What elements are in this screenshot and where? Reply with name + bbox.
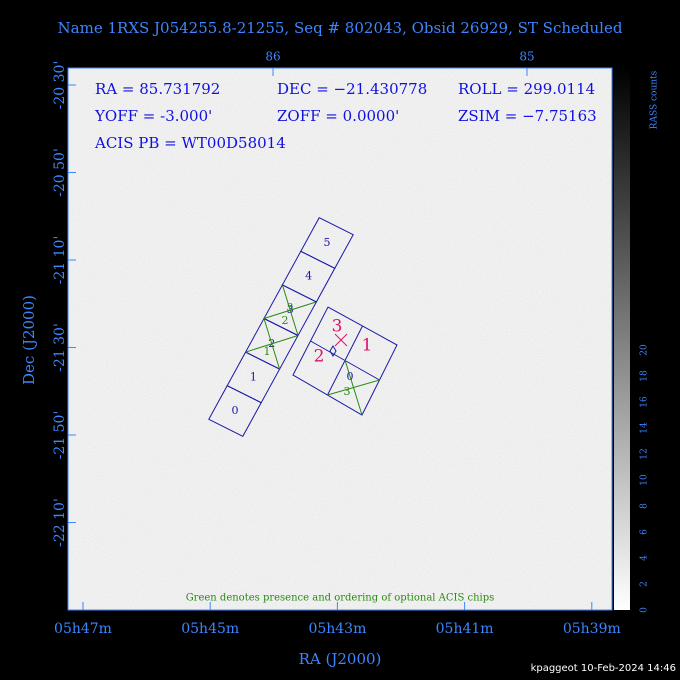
chip-label: 1 xyxy=(362,336,373,356)
ra-tick-label: 05h39m xyxy=(563,621,621,637)
colorbar-tick-label: 14 xyxy=(640,422,650,434)
chip-label: 3 xyxy=(332,317,343,337)
title: Name 1RXS J054255.8-21255, Seq # 802043,… xyxy=(58,19,623,37)
acis-i xyxy=(292,306,398,416)
optional-chip-label: 3 xyxy=(287,301,294,314)
dec-tick-label: -20 50' xyxy=(52,148,68,197)
chip-label: 5 xyxy=(324,236,331,249)
colorbar-tick-label: 18 xyxy=(640,370,650,382)
dec-tick-label: -21 50' xyxy=(52,411,68,460)
colorbar-tick-label: 2 xyxy=(640,581,650,587)
colorbar-tick-label: 8 xyxy=(640,503,650,509)
ra-tick-label: 05h45m xyxy=(181,621,239,637)
colorbar-tick-label: 10 xyxy=(640,474,650,486)
info-dec: DEC = −21.430778 xyxy=(277,80,427,98)
info-pb: ACIS PB = WT00D58014 xyxy=(94,134,286,152)
y-axis-label: Dec (J2000) xyxy=(20,295,38,385)
colorbar-tick-label: 20 xyxy=(640,344,650,356)
colorbar xyxy=(614,68,630,610)
top-tick-label: 85 xyxy=(519,50,534,64)
optional-chip-label: 1 xyxy=(264,345,271,358)
top-tick-label: 86 xyxy=(265,50,280,64)
dec-tick-label: -21 30' xyxy=(52,323,68,372)
optional-chip xyxy=(263,318,281,370)
dec-tick-label: -21 10' xyxy=(52,236,68,285)
x-axis-label: RA (J2000) xyxy=(299,650,382,668)
colorbar-tick-label: 16 xyxy=(640,396,650,408)
optional-chip-label: 2 xyxy=(282,314,289,327)
optional-chip xyxy=(281,284,299,336)
chip-label: 3 xyxy=(344,385,351,398)
dec-tick-label: -20 30' xyxy=(52,61,68,110)
info-ra: RA = 85.731792 xyxy=(95,80,220,98)
info-yoff: YOFF = -3.000' xyxy=(94,107,212,125)
chip-label: 4 xyxy=(305,270,312,283)
chip-label: 1 xyxy=(250,370,257,383)
colorbar-tick-label: 4 xyxy=(640,555,650,561)
info-zsim: ZSIM = −7.75163 xyxy=(458,107,597,125)
chip-label: 0 xyxy=(232,404,239,417)
colorbar-tick-label: 0 xyxy=(640,607,650,613)
chip-label: 0 xyxy=(347,370,354,383)
colorbar-tick-label: 6 xyxy=(640,529,650,535)
chip-label: 2 xyxy=(314,347,325,367)
chip xyxy=(300,217,354,269)
info-zoff: ZOFF = 0.0000' xyxy=(277,107,399,125)
colorbar-label: RASS counts xyxy=(650,70,660,129)
footer: kpaggeot 10-Feb-2024 14:46 xyxy=(531,663,676,674)
note: Green denotes presence and ordering of o… xyxy=(186,593,495,604)
dec-tick-label: -22 10' xyxy=(52,498,68,547)
info-roll: ROLL = 299.0114 xyxy=(458,80,595,98)
ra-tick-label: 05h41m xyxy=(436,621,494,637)
colorbar-tick-label: 12 xyxy=(640,448,650,459)
plot-frame xyxy=(67,67,613,611)
ra-tick-label: 05h47m xyxy=(54,621,112,637)
ra-tick-label: 05h43m xyxy=(308,621,366,637)
